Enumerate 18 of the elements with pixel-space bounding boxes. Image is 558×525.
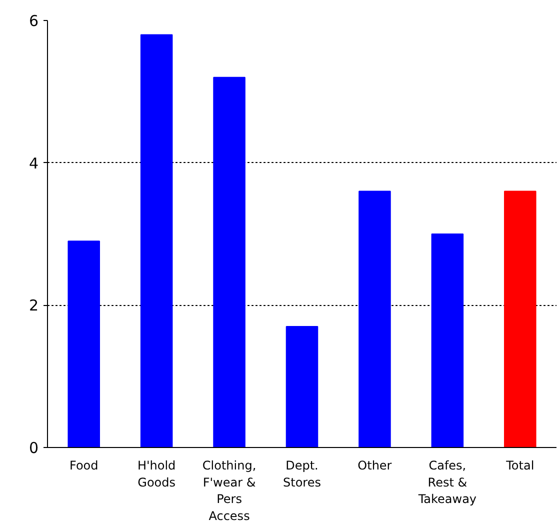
- bar: [213, 76, 246, 448]
- y-tick-label: 4: [28, 154, 39, 172]
- y-tick-label: 0: [28, 439, 39, 457]
- bar: [431, 234, 464, 448]
- bar: [358, 190, 391, 448]
- x-tick-label: Clothing, F'wear & Pers Access: [202, 458, 256, 523]
- bar: [504, 190, 536, 448]
- bar: [286, 326, 318, 448]
- x-tick-label: H'hold Goods: [137, 458, 176, 490]
- y-tick-label: 2: [28, 296, 39, 315]
- bar: [140, 34, 173, 448]
- x-tick-label: Dept. Stores: [283, 458, 321, 490]
- x-tick-label: Cafes, Rest & Takeaway: [417, 458, 477, 506]
- bar: [68, 240, 100, 448]
- x-tick-label: Total: [505, 458, 534, 472]
- x-tick-label: Food: [69, 458, 98, 472]
- y-tick-label: 6: [28, 12, 39, 30]
- x-tick-label: Other: [358, 458, 392, 472]
